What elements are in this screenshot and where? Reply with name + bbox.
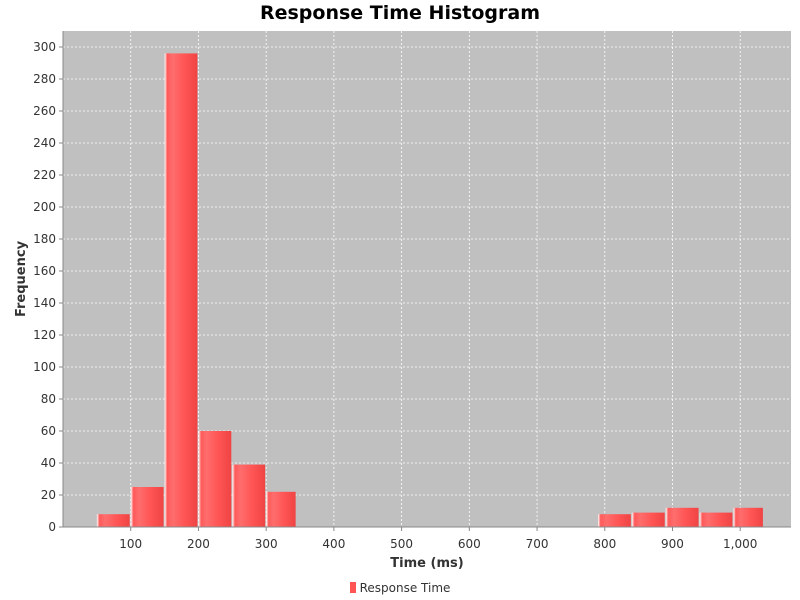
y-tick-label: 280 (33, 72, 56, 86)
y-tick-label: 200 (33, 200, 56, 214)
y-tick-label: 300 (33, 40, 56, 54)
x-tick-label: 300 (255, 537, 278, 551)
axes: 0 20 40 60 80 100 120 140 160 180 200 220 240 260 280 3… (33, 31, 791, 551)
y-tick-label: 260 (33, 104, 56, 118)
y-tick-label: 40 (41, 456, 56, 470)
histogram-bar (631, 512, 665, 527)
x-axis-title: Time (ms) (390, 556, 463, 571)
histogram-bar (733, 507, 763, 527)
histogram-bar (266, 491, 296, 527)
x-tick-label: 400 (322, 537, 345, 551)
x-tick-label: 200 (187, 537, 210, 551)
histogram-bar (198, 431, 232, 527)
y-tick-label: 80 (41, 392, 56, 406)
legend-swatch (349, 582, 356, 593)
x-tick-label: 100 (119, 537, 142, 551)
histogram-bar (699, 512, 733, 527)
histogram-bar (96, 514, 130, 527)
y-tick-label: 120 (33, 328, 56, 342)
histogram-bar (130, 487, 164, 527)
chart-title: Response Time Histogram (259, 2, 541, 24)
histogram-bar (164, 53, 198, 528)
x-tick-label: 700 (526, 537, 549, 551)
legend: Response Time (0, 581, 800, 595)
y-tick-label: 160 (33, 264, 56, 278)
y-tick-label: 220 (33, 168, 56, 182)
x-tick-label: 1,000 (723, 537, 757, 551)
y-tick-label: 60 (41, 424, 56, 438)
x-tick-label: 500 (390, 537, 413, 551)
histogram-bar (665, 507, 699, 527)
y-tick-label: 140 (33, 296, 56, 310)
x-tick-label: 600 (458, 537, 481, 551)
y-axis-title: Frequency (14, 240, 29, 317)
y-tick-label: 100 (33, 360, 56, 374)
y-tick-label: 240 (33, 136, 56, 150)
x-tick-label: 900 (661, 537, 684, 551)
legend-label: Response Time (359, 581, 451, 595)
bars (96, 53, 763, 528)
histogram-bar (232, 464, 266, 527)
x-tick-label: 800 (593, 537, 616, 551)
histogram-bar (597, 514, 631, 527)
y-tick-label: 180 (33, 232, 56, 246)
y-tick-label: 0 (48, 520, 56, 534)
y-tick-label: 20 (41, 488, 56, 502)
